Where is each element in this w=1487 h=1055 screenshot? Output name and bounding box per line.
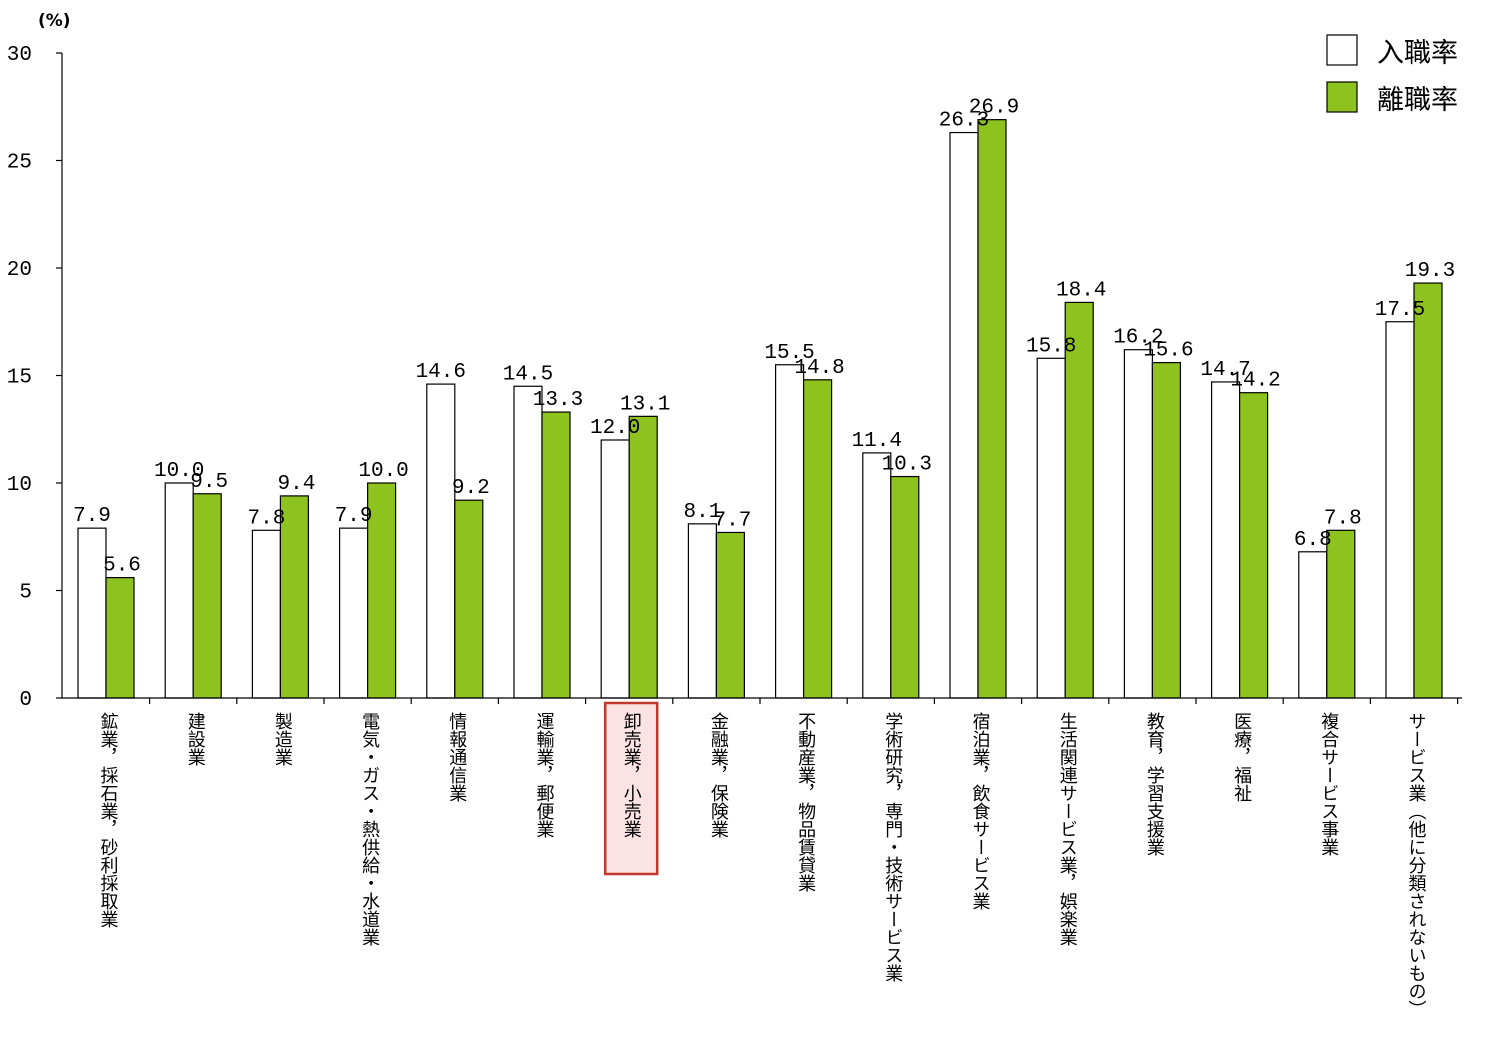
data-label-separation-rate: 15.6 [1143, 340, 1193, 363]
bar-entry-rate [1210, 381, 1241, 699]
y-tick-label: 30 [7, 44, 32, 67]
bar-separation-rate [1151, 362, 1182, 699]
bar-separation-rate [454, 499, 484, 699]
bar-entry-rate [1298, 551, 1328, 699]
y-tick-label: 10 [7, 474, 32, 497]
data-label-entry-rate: 14.7 [1200, 359, 1250, 382]
bar-entry-rate [1036, 357, 1066, 699]
legend-label-separation-rate: 離職率 [1377, 85, 1458, 116]
data-label-separation-rate: 13.1 [620, 393, 670, 416]
bar-entry-rate [339, 527, 369, 699]
data-label-separation-rate: 10.3 [882, 454, 932, 477]
data-label-entry-rate: 7.9 [335, 505, 373, 528]
y-tick-label: 25 [7, 152, 32, 175]
data-label-entry-rate: 15.5 [764, 342, 814, 365]
legend-swatch-separation-rate [1326, 81, 1358, 113]
data-label-separation-rate: 5.6 [103, 555, 141, 578]
y-unit-label: (%) [38, 11, 71, 31]
bar-separation-rate [541, 411, 571, 699]
category-label: 製造業 [272, 712, 293, 766]
data-label-entry-rate: 7.9 [73, 505, 111, 528]
bar-entry-rate [774, 364, 805, 699]
data-label-separation-rate: 14.8 [794, 357, 844, 380]
bar-separation-rate [1413, 282, 1443, 699]
category-label: 医療，福祉 [1231, 712, 1252, 802]
bar-separation-rate [105, 576, 135, 699]
data-label-entry-rate: 14.6 [416, 361, 466, 384]
data-label-entry-rate: 16.2 [1113, 327, 1163, 350]
legend-label-entry-rate: 入職率 [1377, 38, 1458, 69]
bar-separation-rate [977, 119, 1007, 699]
category-label: 学術研究，専門・技術サービス業 [882, 712, 903, 982]
data-label-separation-rate: 18.4 [1056, 279, 1106, 302]
bar-entry-rate [164, 482, 194, 699]
bar-entry-rate [687, 523, 718, 699]
bar-entry-rate [251, 529, 281, 699]
data-label-separation-rate: 14.2 [1230, 370, 1280, 393]
data-label-separation-rate: 10.0 [358, 460, 408, 483]
bar-separation-rate [1238, 392, 1269, 699]
bar-separation-rate [1064, 301, 1094, 699]
data-label-entry-rate: 6.8 [1294, 529, 1332, 552]
data-label-entry-rate: 17.5 [1375, 299, 1425, 322]
category-label: 運輸業，郵便業 [534, 712, 555, 838]
category-label: 鉱業，採石業，砂利採取業 [98, 712, 119, 928]
category-label: 電気・ガス・熱供給・水道業 [359, 712, 380, 946]
data-label-separation-rate: 13.3 [533, 389, 583, 412]
bar-entry-rate [1123, 349, 1154, 699]
data-label-separation-rate: 7.8 [1324, 507, 1362, 530]
category-label: 教育，学習支援業 [1144, 712, 1165, 856]
bar-entry-rate [1385, 321, 1415, 699]
bar-entry-rate [862, 452, 892, 699]
data-label-entry-rate: 10.0 [154, 460, 204, 483]
bar-separation-rate [628, 415, 658, 699]
data-label-separation-rate: 9.5 [190, 471, 228, 494]
data-label-separation-rate: 9.4 [277, 473, 315, 496]
bar-entry-rate [426, 383, 456, 699]
category-label: 卸売業，小売業 [621, 712, 642, 838]
bar-separation-rate [802, 379, 833, 699]
bar-separation-rate [715, 531, 746, 699]
bar-entry-rate [949, 131, 979, 699]
category-label: サービス業（他に分類されないもの） [1406, 712, 1427, 1018]
highlight-box [603, 701, 659, 876]
data-label-separation-rate: 26.9 [969, 97, 1019, 120]
data-label-entry-rate: 15.8 [1026, 335, 1076, 358]
bar-separation-rate [192, 493, 222, 699]
data-label-entry-rate: 7.8 [247, 507, 285, 530]
y-tick-label: 20 [7, 259, 32, 282]
legend-swatch-entry-rate [1326, 34, 1358, 66]
data-label-entry-rate: 8.1 [683, 501, 721, 524]
bar-entry-rate [600, 439, 630, 699]
bar-separation-rate [279, 495, 309, 699]
category-label: 建設業 [185, 712, 206, 766]
category-label: 生活関連サービス業，娯楽業 [1057, 712, 1078, 946]
data-label-entry-rate: 12.0 [590, 417, 640, 440]
y-tick-label: 15 [7, 367, 32, 390]
y-tick-label: 0 [19, 689, 32, 712]
category-label: 金融業，保険業 [708, 712, 729, 838]
category-label: 宿泊業，飲食サービス業 [970, 712, 991, 910]
data-label-separation-rate: 19.3 [1405, 260, 1455, 283]
category-label: 不動産業，物品賃貸業 [795, 712, 816, 892]
bar-entry-rate [77, 527, 107, 699]
bar-entry-rate [513, 385, 543, 699]
data-label-separation-rate: 7.7 [713, 509, 751, 532]
y-tick-label: 5 [19, 582, 32, 605]
category-label: 複合サービス事業 [1318, 712, 1339, 856]
category-label: 情報通信業 [446, 712, 467, 802]
bar-separation-rate [1326, 529, 1356, 699]
data-label-entry-rate: 11.4 [852, 430, 902, 453]
data-label-entry-rate: 26.3 [939, 110, 989, 133]
bar-separation-rate [890, 475, 920, 699]
bar-separation-rate [367, 482, 397, 699]
data-label-entry-rate: 14.5 [503, 363, 553, 386]
data-label-separation-rate: 9.2 [452, 477, 490, 500]
